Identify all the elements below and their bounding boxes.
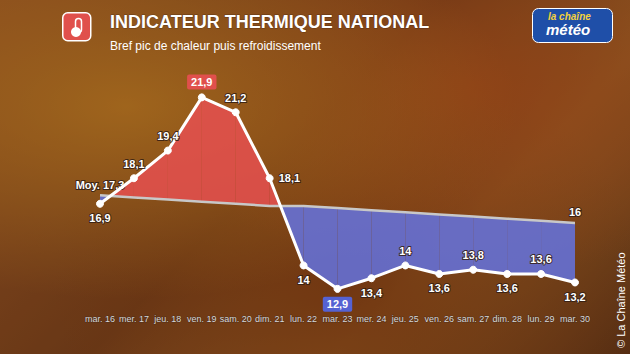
svg-text:21,2: 21,2: [225, 92, 246, 104]
svg-text:Bref pic de chaleur puis refro: Bref pic de chaleur puis refroidissement: [110, 39, 321, 53]
svg-text:lun. 29: lun. 29: [528, 314, 555, 324]
svg-text:13,8: 13,8: [463, 249, 484, 261]
svg-text:mar. 30: mar. 30: [560, 314, 590, 324]
svg-text:ven. 19: ven. 19: [187, 314, 217, 324]
svg-text:18,1: 18,1: [279, 172, 300, 184]
svg-text:16: 16: [569, 206, 581, 218]
svg-text:mar. 16: mar. 16: [85, 314, 115, 324]
svg-text:13,4: 13,4: [361, 287, 383, 299]
svg-text:12,9: 12,9: [327, 298, 348, 310]
svg-text:mer. 17: mer. 17: [119, 314, 149, 324]
svg-text:mar. 23: mar. 23: [322, 314, 352, 324]
svg-text:13,2: 13,2: [564, 291, 585, 303]
svg-text:21,9: 21,9: [191, 76, 212, 88]
svg-text:© La Chaîne Météo: © La Chaîne Météo: [615, 252, 627, 348]
svg-text:16,9: 16,9: [89, 212, 110, 224]
svg-text:dim. 21: dim. 21: [255, 314, 285, 324]
svg-text:météo: météo: [546, 21, 590, 38]
svg-text:ven. 26: ven. 26: [425, 314, 455, 324]
svg-text:la chaîne: la chaîne: [548, 11, 591, 22]
svg-text:Moy. 17,3: Moy. 17,3: [76, 179, 125, 191]
svg-text:18,1: 18,1: [123, 158, 144, 170]
svg-text:jeu. 25: jeu. 25: [391, 314, 419, 324]
svg-text:13,6: 13,6: [429, 282, 450, 294]
svg-text:sam. 20: sam. 20: [220, 314, 252, 324]
svg-text:14: 14: [399, 245, 412, 257]
svg-text:dim. 28: dim. 28: [492, 314, 522, 324]
svg-text:jeu. 18: jeu. 18: [153, 314, 181, 324]
svg-text:14: 14: [297, 274, 310, 286]
svg-text:19,4: 19,4: [157, 130, 179, 142]
svg-text:INDICATEUR THERMIQUE NATIONAL: INDICATEUR THERMIQUE NATIONAL: [110, 12, 429, 32]
svg-text:sam. 27: sam. 27: [457, 314, 489, 324]
svg-text:mer. 24: mer. 24: [356, 314, 386, 324]
svg-text:13,6: 13,6: [530, 253, 551, 265]
svg-text:lun. 22: lun. 22: [290, 314, 317, 324]
svg-text:13,6: 13,6: [496, 282, 517, 294]
